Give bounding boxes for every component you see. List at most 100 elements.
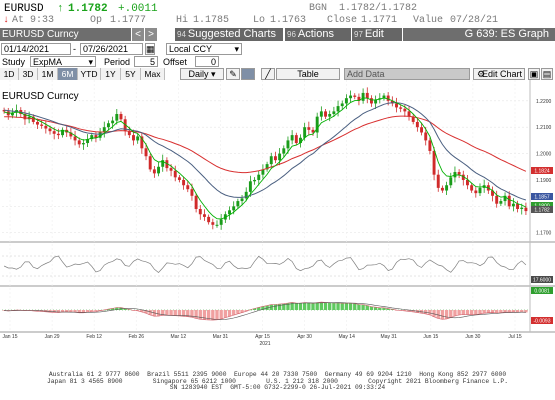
candle-body bbox=[470, 185, 474, 191]
range-button-ytd[interactable]: YTD bbox=[78, 68, 101, 80]
histogram-bar bbox=[198, 310, 202, 320]
price-tag bbox=[531, 206, 553, 213]
histogram-bar bbox=[369, 306, 374, 310]
histogram-bar bbox=[252, 308, 257, 310]
edit-chart-button[interactable]: ⚙ Edit Chart bbox=[473, 68, 525, 80]
histogram-bar bbox=[94, 310, 98, 312]
candle-body bbox=[399, 107, 403, 109]
histogram-bar bbox=[432, 310, 436, 317]
period-input[interactable]: 5 bbox=[134, 56, 158, 67]
histogram-bar bbox=[148, 310, 152, 315]
candle-body bbox=[44, 125, 48, 129]
histogram-bar bbox=[444, 310, 449, 319]
price-chart[interactable]: 1.22001.21001.20001.19001.18001.1700Jan … bbox=[0, 80, 555, 372]
study-select[interactable]: ExpMA ▾ bbox=[30, 56, 96, 67]
draw-tool-icon[interactable]: ✎ bbox=[226, 68, 240, 80]
histogram-bar bbox=[520, 310, 524, 313]
histogram-bar bbox=[378, 307, 382, 310]
osc-tag-label: 17.6000 bbox=[533, 278, 551, 284]
osc-tag bbox=[531, 276, 553, 283]
date-to-field[interactable]: 07/26/2021 bbox=[80, 43, 143, 55]
next-security-button[interactable]: > bbox=[145, 28, 157, 41]
range-button-max[interactable]: Max bbox=[141, 68, 165, 80]
candle-body bbox=[144, 148, 148, 157]
candle-body bbox=[374, 99, 378, 104]
candle-body bbox=[207, 216, 211, 223]
prev-security-button[interactable]: < bbox=[132, 28, 144, 41]
y-tick-label: 1.2100 bbox=[536, 125, 552, 131]
study-row: Study ExpMA ▾ Period 5 Offset 0 bbox=[0, 56, 555, 68]
calendar-icon[interactable]: ▦ bbox=[145, 43, 155, 55]
frequency-value: Daily bbox=[188, 69, 209, 79]
line-tool-icon[interactable]: ╱ bbox=[261, 68, 275, 80]
histogram-bar bbox=[403, 310, 407, 311]
histogram-bar bbox=[449, 310, 453, 318]
histogram-bar bbox=[332, 302, 336, 310]
range-button-5y[interactable]: 5Y bbox=[121, 68, 141, 80]
add-data-button[interactable]: Add Data bbox=[344, 68, 470, 80]
histogram-bar bbox=[73, 310, 77, 313]
histogram-bar bbox=[382, 307, 386, 310]
histogram-bar bbox=[123, 308, 127, 310]
date-separator: - bbox=[73, 44, 76, 54]
histogram-bar bbox=[440, 310, 445, 320]
candle-body bbox=[478, 187, 482, 194]
candle-body bbox=[248, 181, 252, 192]
menu-label: Edit bbox=[364, 28, 384, 40]
range-button-3d[interactable]: 3D bbox=[19, 68, 38, 80]
range-button-1d[interactable]: 1D bbox=[0, 68, 19, 80]
frequency-select[interactable]: Daily ▾ bbox=[180, 68, 224, 80]
edit-chart-label: Edit Chart bbox=[481, 69, 522, 79]
table-button[interactable]: Table bbox=[276, 68, 340, 80]
actions-menu[interactable]: 96 Actions bbox=[285, 28, 351, 41]
chart-view-icon[interactable] bbox=[241, 68, 255, 80]
candle-body bbox=[177, 177, 181, 180]
candle-body bbox=[474, 190, 478, 194]
range-row: Daily ▾ ✎ ╱ Table Add Data ⚙ Edit Chart ▣… bbox=[0, 68, 555, 80]
candle-body bbox=[61, 129, 64, 136]
oscillator-line bbox=[3, 255, 527, 273]
histogram-bar bbox=[248, 309, 253, 311]
candle-body bbox=[152, 169, 156, 174]
currency-select[interactable]: Local CCY ▾ bbox=[166, 43, 242, 55]
histogram-bar bbox=[457, 310, 461, 316]
candle-body bbox=[311, 129, 315, 133]
menu-number: 97 bbox=[354, 30, 363, 39]
range-button-6m[interactable]: 6M bbox=[58, 68, 78, 80]
candle-body bbox=[161, 160, 165, 167]
suggested-charts-menu[interactable]: 94 Suggested Charts bbox=[175, 28, 283, 41]
study-value: ExpMA bbox=[33, 57, 63, 67]
histogram-bar bbox=[294, 302, 298, 310]
menu-label: Suggested Charts bbox=[187, 28, 276, 40]
histogram-bar bbox=[311, 303, 315, 310]
candle-body bbox=[449, 177, 453, 186]
footer-line: SN 1283940 EST GMT-5:00 G732-2299-0 26-J… bbox=[169, 384, 386, 391]
signal-line bbox=[4, 302, 526, 320]
candle-body bbox=[491, 190, 494, 196]
more-options-icon[interactable]: ▤ bbox=[541, 68, 553, 80]
edit-menu[interactable]: 97 Edit bbox=[352, 28, 402, 41]
candle-body bbox=[23, 114, 27, 120]
range-button-1y[interactable]: 1Y bbox=[101, 68, 121, 80]
x-tick-label: Apr 15 bbox=[255, 334, 270, 340]
histogram-bar bbox=[486, 310, 491, 313]
range-button-1m[interactable]: 1M bbox=[38, 68, 58, 80]
chart-settings-icon[interactable]: ▣ bbox=[528, 68, 540, 80]
candle-body bbox=[395, 103, 398, 108]
candle-body bbox=[261, 169, 265, 175]
candle-body bbox=[315, 116, 319, 133]
candle-body bbox=[344, 98, 348, 104]
offset-input[interactable]: 0 bbox=[195, 56, 219, 67]
date-from-field[interactable]: 01/14/2021 bbox=[1, 43, 71, 55]
candle-body bbox=[173, 170, 177, 178]
security-field[interactable]: EURUSD Curncy bbox=[0, 28, 131, 41]
histogram-bar bbox=[424, 310, 428, 314]
histogram-bar bbox=[102, 309, 106, 311]
candle-body bbox=[424, 132, 428, 141]
candle-body bbox=[503, 195, 507, 202]
y-tick-label: 1.1900 bbox=[536, 178, 552, 184]
histogram-bar bbox=[52, 310, 56, 313]
quote-bgn: 1.1782/1.1782 bbox=[339, 3, 418, 14]
candle-body bbox=[203, 214, 206, 217]
candle-body bbox=[332, 111, 336, 115]
